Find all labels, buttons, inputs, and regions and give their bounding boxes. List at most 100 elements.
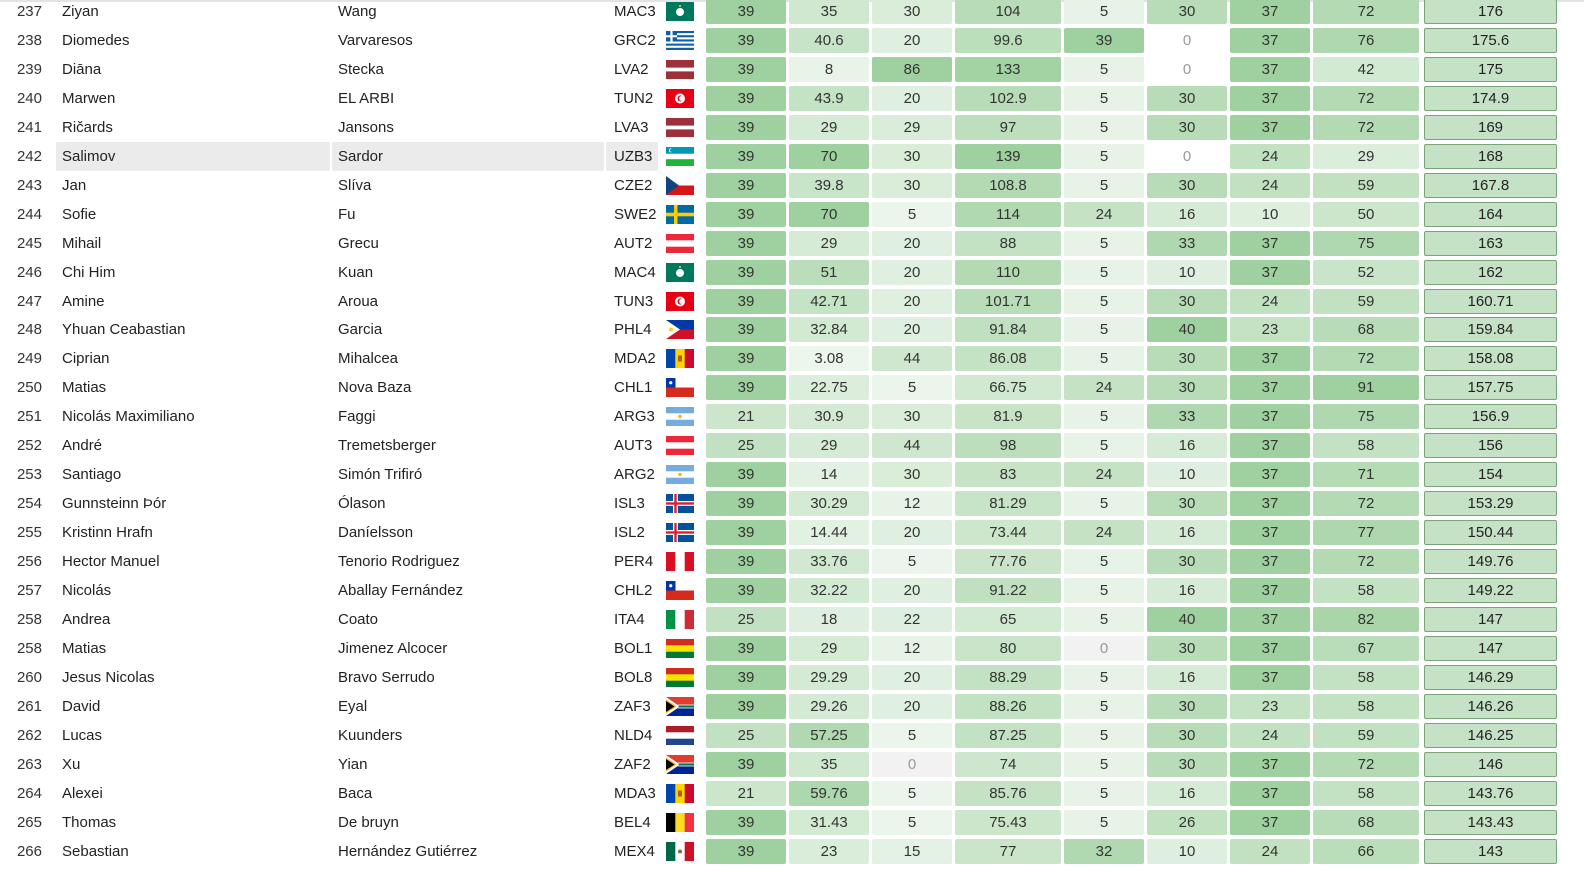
first-name-cell: Thomas	[62, 813, 117, 831]
score-cell-task-6: 33	[1147, 230, 1227, 256]
flag-tun-icon	[666, 88, 694, 108]
score-cell-task-6: 30	[1147, 346, 1227, 372]
table-row[interactable]: 253 Santiago Simón Trifiró ARG2 39 14 30 83 24 10…	[0, 460, 1584, 489]
table-row[interactable]: 250 Matias Nova Baza CHL1 39 22.75 5 66.75 24 30 3…	[0, 373, 1584, 402]
score-cell-task-3: 29	[872, 114, 952, 140]
score-cell-task-5: 5	[1064, 143, 1144, 169]
table-row[interactable]: 258 Andrea Coato ITA4 25 18 22 65 5 40 37 82 147	[0, 605, 1584, 634]
table-row[interactable]: 260 Jesus Nicolas Bravo Serrudo BOL8 39 29.29…	[0, 663, 1584, 692]
table-row[interactable]: 257 Nicolás Aballay Fernández CHL2 39 32.22 20…	[0, 576, 1584, 605]
score-cell-task-7: 23	[1230, 693, 1310, 719]
score-cell-task-4: 139	[955, 143, 1061, 169]
table-row[interactable]: 240 Marwen EL ARBI TUN2 39 43.9 20 102.9 5 30 37 72…	[0, 84, 1584, 113]
score-cell-task-7: 24	[1230, 838, 1310, 864]
score-cell-task-3: 20	[872, 230, 952, 256]
score-cell-task-8: 72	[1313, 751, 1419, 777]
table-row[interactable]: 263 Xu Yian ZAF2 39 35 0 74 5 30 37 72 146	[0, 750, 1584, 779]
total-score-cell: 149.76	[1424, 549, 1557, 575]
first-name-cell: Yhuan Ceabastian	[62, 321, 186, 339]
table-row[interactable]: 265 Thomas De bruyn BEL4 39 31.43 5 75.43 5 26 37 6…	[0, 808, 1584, 837]
score-cell-task-7: 37	[1230, 230, 1310, 256]
score-cell-task-1: 21	[706, 780, 786, 806]
table-row[interactable]: 245 Mihail Grecu AUT2 39 29 20 88 5 33 37 75 163	[0, 229, 1584, 258]
score-cell-task-3: 5	[872, 722, 952, 748]
last-name-cell: Sardor	[332, 141, 604, 171]
table-row[interactable]: 247 Amine Aroua TUN3 39 42.71 20 101.71 5 30 24 59 1…	[0, 287, 1584, 316]
score-cell-task-6: 30	[1147, 288, 1227, 314]
total-score-cell: 147	[1424, 635, 1557, 661]
first-name-cell: Mihail	[62, 234, 102, 252]
last-name-cell: Stecka	[338, 60, 384, 78]
score-cell-task-1: 39	[706, 288, 786, 314]
table-row[interactable]: 255 Kristinn Hrafn Daníelsson ISL2 39 14.44 20…	[0, 518, 1584, 547]
score-cell-task-2: 57.25	[789, 722, 869, 748]
table-row[interactable]: 237 Ziyan Wang MAC3 39 35 30 104 5 30 37 72 176	[0, 0, 1584, 26]
rank-cell: 245	[16, 234, 42, 252]
score-cell-task-8: 71	[1313, 462, 1419, 488]
score-cell-task-6: 16	[1147, 520, 1227, 546]
score-cell-task-8: 75	[1313, 230, 1419, 256]
table-row[interactable]: 249 Ciprian Mihalcea MDA2 39 3.08 44 86.08 5 30 37…	[0, 344, 1584, 373]
table-row[interactable]: 242 Salimov Sardor UZB3 39 70 30 139 5 0 24 29 168	[0, 141, 1584, 171]
score-cell-task-2: 29	[789, 433, 869, 459]
table-row[interactable]: 238 Diomedes Varvaresos GRC2 39 40.6 20 99.6 39 0…	[0, 26, 1584, 55]
score-cell-task-4: 114	[955, 201, 1061, 227]
total-score-cell: 163	[1424, 230, 1557, 256]
rank-cell: 262	[16, 726, 42, 744]
table-row[interactable]: 264 Alexei Baca MDA3 21 59.76 5 85.76 5 16 37 58 143…	[0, 779, 1584, 808]
score-cell-task-7: 37	[1230, 462, 1310, 488]
total-score-cell: 159.84	[1424, 317, 1557, 343]
score-cell-task-4: 108.8	[955, 172, 1061, 198]
table-row[interactable]: 239 Diāna Stecka LVA2 39 8 86 133 5 0 37 42 175	[0, 55, 1584, 84]
rank-cell: 241	[16, 118, 42, 136]
table-row[interactable]: 251 Nicolás Maximiliano Faggi ARG3 21 30.9 30 8…	[0, 402, 1584, 431]
score-cell-task-2: 35	[789, 751, 869, 777]
score-cell-task-8: 68	[1313, 317, 1419, 343]
table-row[interactable]: 241 Ričards Jansons LVA3 39 29 29 97 5 30 37 72 169	[0, 113, 1584, 142]
score-cell-task-6: 26	[1147, 809, 1227, 835]
table-row[interactable]: 248 Yhuan Ceabastian Garcia PHL4 39 32.84 20 91…	[0, 315, 1584, 344]
score-cell-task-5: 5	[1064, 56, 1144, 82]
last-name-cell: De bruyn	[338, 813, 399, 831]
first-name-cell: Diomedes	[62, 31, 130, 49]
team-code-cell: GRC2	[614, 31, 656, 49]
team-code-cell: LVA3	[614, 118, 649, 136]
score-cell-task-6: 10	[1147, 838, 1227, 864]
table-row[interactable]: 244 Sofie Fu SWE2 39 70 5 114 24 16 10 50 164	[0, 200, 1584, 229]
score-cell-task-7: 37	[1230, 606, 1310, 632]
score-cell-task-8: 59	[1313, 172, 1419, 198]
last-name-cell: Mihalcea	[338, 350, 399, 368]
table-row[interactable]: 246 Chi Him Kuan MAC4 39 51 20 110 5 10 37 52 162	[0, 258, 1584, 287]
score-cell-task-6: 10	[1147, 259, 1227, 285]
first-name-cell: Chi Him	[62, 263, 116, 281]
score-cell-task-2: 42.71	[789, 288, 869, 314]
table-row[interactable]: 261 David Eyal ZAF3 39 29.26 20 88.26 5 30 23 58 146…	[0, 692, 1584, 721]
table-row[interactable]: 243 Jan Slíva CZE2 39 39.8 30 108.8 5 30 24 59 167.8	[0, 171, 1584, 200]
score-cell-task-1: 39	[706, 462, 786, 488]
flag-mex-icon	[666, 841, 694, 861]
table-row[interactable]: 262 Lucas Kuunders NLD4 25 57.25 5 87.25 5 30 24 59…	[0, 721, 1584, 750]
table-row[interactable]: 258 Matias Jimenez Alcocer BOL1 39 29 12 80 0 30 3…	[0, 634, 1584, 663]
score-cell-task-3: 20	[872, 288, 952, 314]
table-row[interactable]: 252 André Tremetsberger AUT3 25 29 44 98 5 16 37 58…	[0, 431, 1584, 460]
score-cell-task-6: 0	[1147, 27, 1227, 53]
rank-cell: 238	[16, 31, 42, 49]
last-name-cell: Yian	[338, 755, 368, 773]
score-cell-task-6: 30	[1147, 693, 1227, 719]
score-cell-task-1: 39	[706, 375, 786, 401]
score-cell-task-6: 10	[1147, 462, 1227, 488]
score-cell-task-2: 30.9	[789, 404, 869, 430]
score-cell-task-3: 20	[872, 693, 952, 719]
score-cell-task-3: 12	[872, 491, 952, 517]
table-row[interactable]: 266 Sebastian Hernández Gutiérrez MEX4 39 23 1…	[0, 837, 1584, 866]
score-cell-task-5: 39	[1064, 27, 1144, 53]
score-cell-task-3: 20	[872, 578, 952, 603]
table-row[interactable]: 256 Hector Manuel Tenorio Rodriguez PER4 39 3…	[0, 547, 1584, 576]
score-cell-task-2: 70	[789, 143, 869, 169]
table-row[interactable]: 254 Gunnsteinn Þór Ólason ISL3 39 30.29 12 81.2…	[0, 489, 1584, 518]
score-cell-task-5: 5	[1064, 230, 1144, 256]
score-cell-task-2: 43.9	[789, 85, 869, 111]
rank-cell: 256	[16, 553, 42, 571]
flag-tun-icon	[666, 291, 694, 311]
